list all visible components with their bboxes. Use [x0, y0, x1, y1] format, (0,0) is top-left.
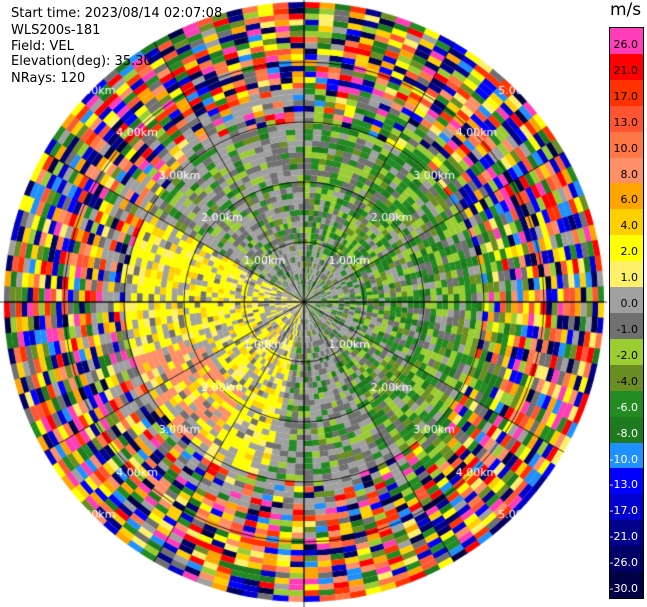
- colorbar-segment: [610, 287, 643, 314]
- colorbar-tick-label: 2.0: [620, 245, 639, 259]
- colorbar: 26.0 21.0 17.0 13.0 10.0 8.0 6.0 4.0 2.0 1.0 0.0 -1…: [609, 27, 644, 599]
- colorbar-tick-label: -13.0: [609, 478, 638, 492]
- colorbar-segment: [610, 131, 643, 159]
- colorbar-tick-label: 4.0: [620, 219, 639, 233]
- colorbar-unit: m/s: [610, 0, 642, 20]
- colorbar-tick-label: -1.0: [616, 322, 638, 336]
- colorbar-tick-label: 1.0: [620, 271, 639, 285]
- colorbar-tick-label: 13.0: [613, 115, 639, 129]
- colorbar-tick-label: -17.0: [609, 504, 638, 518]
- instrument-label: WLS200s-181: [11, 23, 101, 38]
- colorbar-tick-label: -4.0: [616, 374, 638, 388]
- colorbar-segment: [610, 235, 643, 262]
- field-label: Field: VEL: [11, 39, 74, 54]
- colorbar-tick-label: 0.0: [620, 297, 639, 311]
- colorbar-tick-label: -2.0: [616, 348, 638, 362]
- colorbar-tick-label: 6.0: [620, 193, 639, 207]
- colorbar-segment: [610, 546, 643, 573]
- colorbar-segment: [610, 261, 643, 288]
- colorbar-segment: [610, 105, 643, 133]
- colorbar-segment: [610, 494, 643, 521]
- colorbar-tick-label: 21.0: [613, 63, 639, 77]
- colorbar-segment: [610, 416, 643, 444]
- colorbar-tick-label: -6.0: [616, 400, 638, 414]
- colorbar-segment: [610, 313, 643, 340]
- colorbar-tick-label: 17.0: [613, 89, 639, 103]
- colorbar-segment: [610, 338, 643, 366]
- colorbar-tick-label: -21.0: [609, 530, 638, 544]
- colorbar-tick-label: 10.0: [613, 141, 639, 155]
- colorbar-segment: [610, 572, 643, 599]
- colorbar-segment: [610, 28, 643, 55]
- colorbar-segment: [610, 468, 643, 495]
- nrays-label: NRays: 120: [11, 71, 86, 86]
- colorbar-segment: [610, 79, 643, 107]
- colorbar-tick-label: -10.0: [609, 452, 638, 466]
- colorbar-segment: [610, 520, 643, 547]
- colorbar-segment: [610, 209, 643, 236]
- colorbar-segment: [610, 390, 643, 418]
- colorbar-tick-label: 26.0: [613, 37, 639, 51]
- colorbar-tick-label: 8.0: [620, 167, 639, 181]
- colorbar-tick-label: -8.0: [616, 426, 638, 440]
- colorbar-segment: [610, 183, 643, 210]
- colorbar-segment: [610, 53, 643, 81]
- start-time-label: Start time: 2023/08/14 02:07:08: [11, 6, 223, 21]
- colorbar-tick-label: -30.0: [609, 582, 638, 596]
- elevation-label: Elevation(deg): 35.30: [11, 54, 152, 69]
- colorbar-segment: [610, 364, 643, 392]
- colorbar-tick-label: -26.0: [609, 556, 638, 570]
- colorbar-segment: [610, 442, 643, 469]
- colorbar-segment: [610, 157, 643, 184]
